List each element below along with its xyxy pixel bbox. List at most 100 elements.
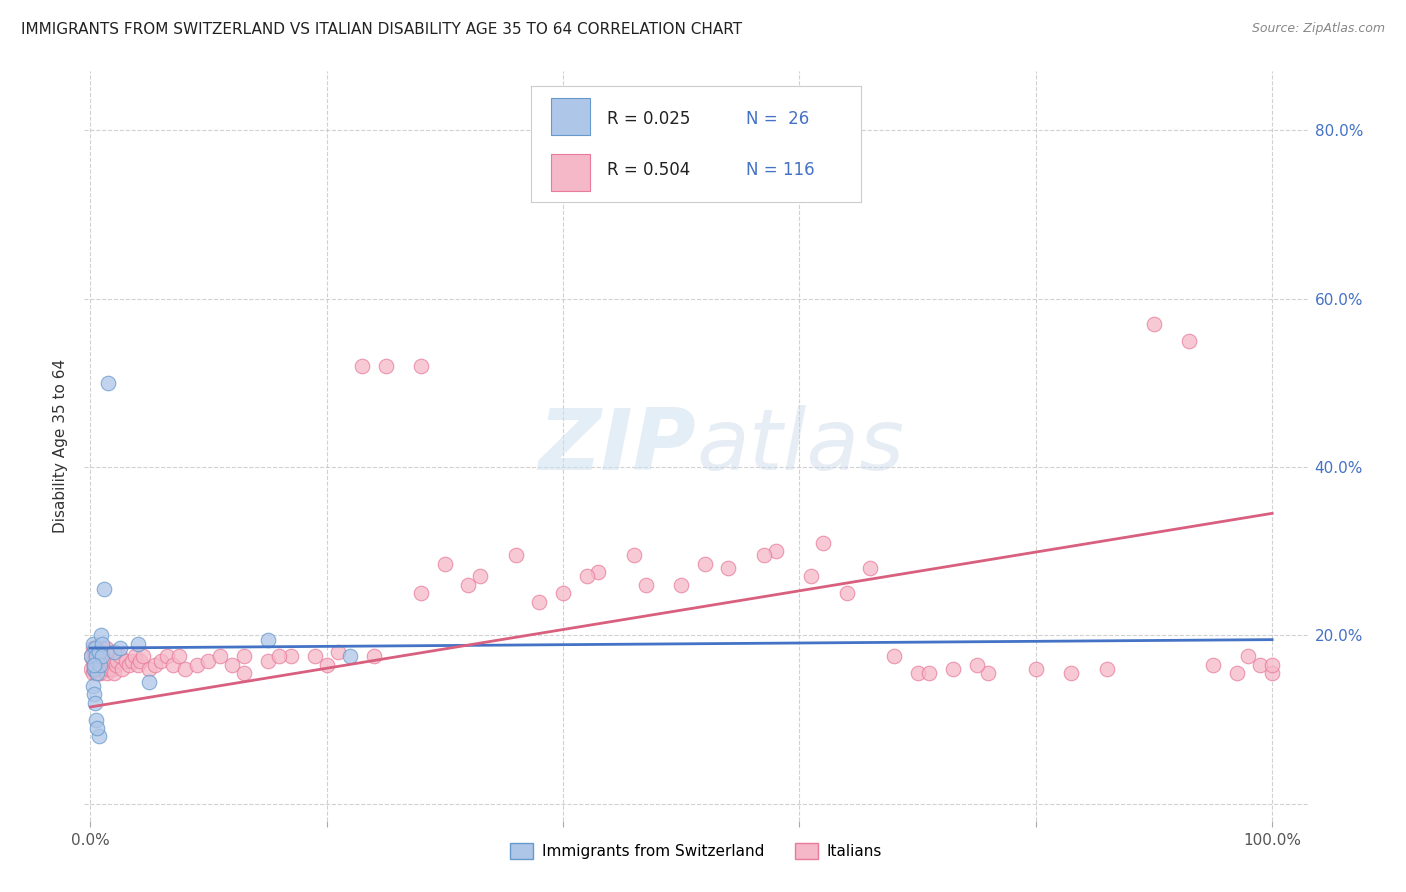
Point	[1237, 649, 1260, 664]
Point	[84, 654, 107, 668]
Point	[108, 649, 131, 664]
Point	[1249, 657, 1271, 672]
Point	[221, 657, 243, 672]
Point	[717, 561, 740, 575]
Point	[800, 569, 823, 583]
Point	[103, 666, 125, 681]
Point	[84, 666, 107, 681]
Point	[1226, 666, 1249, 681]
Point	[82, 637, 104, 651]
Point	[84, 641, 107, 656]
Point	[186, 657, 208, 672]
Point	[551, 586, 574, 600]
Point	[82, 679, 104, 693]
Point	[124, 649, 146, 664]
Point	[363, 649, 385, 664]
Point	[352, 359, 374, 373]
Point	[84, 649, 107, 664]
Point	[411, 359, 433, 373]
Point	[129, 654, 152, 668]
Point	[83, 657, 105, 672]
Point	[315, 657, 337, 672]
Point	[96, 654, 118, 668]
Point	[100, 662, 122, 676]
Point	[89, 645, 111, 659]
Point	[111, 662, 134, 676]
Point	[91, 649, 114, 664]
Point	[1261, 657, 1284, 672]
Point	[173, 662, 195, 676]
Point	[374, 359, 396, 373]
Point	[883, 649, 905, 664]
Point	[80, 649, 103, 664]
Point	[127, 657, 149, 672]
Point	[977, 666, 1000, 681]
Point	[96, 666, 118, 681]
Point	[97, 376, 120, 390]
Point	[86, 649, 108, 664]
Point	[752, 549, 775, 563]
Point	[859, 561, 882, 575]
Point	[84, 641, 107, 656]
Point	[82, 654, 104, 668]
Point	[89, 657, 111, 672]
Point	[156, 649, 179, 664]
Point	[89, 666, 111, 681]
Point	[100, 649, 122, 664]
Point	[105, 657, 128, 672]
Point	[411, 586, 433, 600]
Point	[103, 645, 125, 659]
Point	[91, 654, 114, 668]
Point	[83, 662, 105, 676]
Point	[93, 582, 115, 596]
Point	[103, 645, 125, 659]
Point	[94, 641, 117, 656]
Point	[86, 721, 108, 735]
Point	[505, 549, 527, 563]
Point	[91, 637, 114, 651]
Point	[634, 578, 657, 592]
Point	[529, 595, 551, 609]
Point	[98, 654, 121, 668]
Point	[80, 662, 103, 676]
Point	[90, 662, 112, 676]
Point	[84, 649, 107, 664]
Point	[280, 649, 302, 664]
Text: atlas: atlas	[696, 404, 904, 488]
Point	[143, 657, 166, 672]
Point	[623, 549, 645, 563]
Point	[918, 666, 941, 681]
Point	[835, 586, 858, 600]
Point	[127, 637, 149, 651]
Point	[84, 696, 107, 710]
Point	[269, 649, 291, 664]
Point	[256, 654, 278, 668]
Point	[132, 649, 155, 664]
Point	[1143, 317, 1166, 331]
Point	[107, 654, 129, 668]
Point	[162, 657, 184, 672]
Point	[83, 662, 105, 676]
Point	[1261, 666, 1284, 681]
Point	[83, 645, 105, 659]
Point	[588, 566, 610, 580]
Point	[87, 645, 110, 659]
Point	[93, 654, 115, 668]
Point	[84, 641, 107, 656]
Point	[197, 654, 219, 668]
Point	[328, 645, 350, 659]
Point	[907, 666, 929, 681]
Point	[108, 641, 131, 656]
Point	[87, 654, 110, 668]
Point	[89, 654, 111, 668]
Point	[811, 536, 834, 550]
Point	[433, 557, 456, 571]
Point	[97, 649, 120, 664]
Point	[765, 544, 787, 558]
Point	[93, 649, 115, 664]
Point	[87, 730, 110, 744]
Point	[167, 649, 190, 664]
Point	[304, 649, 326, 664]
Point	[966, 657, 988, 672]
Point	[80, 649, 103, 664]
